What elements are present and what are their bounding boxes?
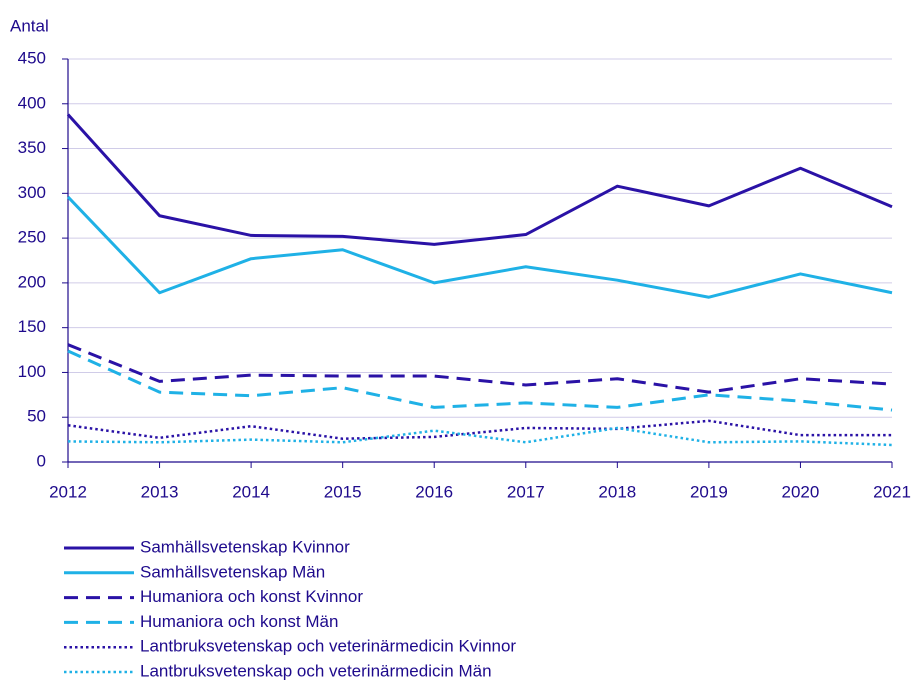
y-tick-label: 200 — [18, 272, 46, 291]
x-tick-label: 2017 — [507, 482, 545, 501]
x-tick-label: 2012 — [49, 482, 87, 501]
y-tick-label: 400 — [18, 93, 46, 112]
series-line — [67, 349, 893, 412]
y-axis-label: Antal — [10, 16, 49, 35]
legend-label: Lantbruksvetenskap och veterinärmedicin … — [140, 661, 492, 680]
series-line — [67, 343, 893, 394]
x-tick-label: 2018 — [598, 482, 636, 501]
x-tick-label: 2013 — [141, 482, 179, 501]
x-tick-label: 2020 — [782, 482, 820, 501]
series-line — [66, 113, 893, 246]
x-tick-label: 2019 — [690, 482, 728, 501]
legend-label: Lantbruksvetenskap och veterinärmedicin … — [140, 637, 516, 656]
legend-label: Humaniora och konst Män — [140, 612, 338, 631]
y-tick-label: 0 — [37, 451, 46, 470]
y-tick-label: 300 — [18, 183, 46, 202]
x-tick-label: 2021 — [873, 482, 911, 501]
y-tick-label: 150 — [18, 317, 46, 336]
series-line — [66, 195, 893, 299]
series-line — [67, 419, 892, 440]
legend-label: Humaniora och konst Kvinnor — [140, 587, 363, 606]
legend-label: Samhällsvetenskap Män — [140, 562, 325, 581]
y-tick-label: 250 — [18, 228, 46, 247]
x-tick-label: 2016 — [415, 482, 453, 501]
x-tick-label: 2014 — [232, 482, 270, 501]
y-tick-label: 350 — [18, 138, 46, 157]
series-line — [67, 426, 893, 447]
y-tick-label: 50 — [27, 407, 46, 426]
legend-label: Samhällsvetenskap Kvinnor — [140, 537, 350, 556]
y-tick-label: 100 — [18, 362, 46, 381]
y-tick-label: 450 — [18, 48, 46, 67]
x-tick-label: 2015 — [324, 482, 362, 501]
